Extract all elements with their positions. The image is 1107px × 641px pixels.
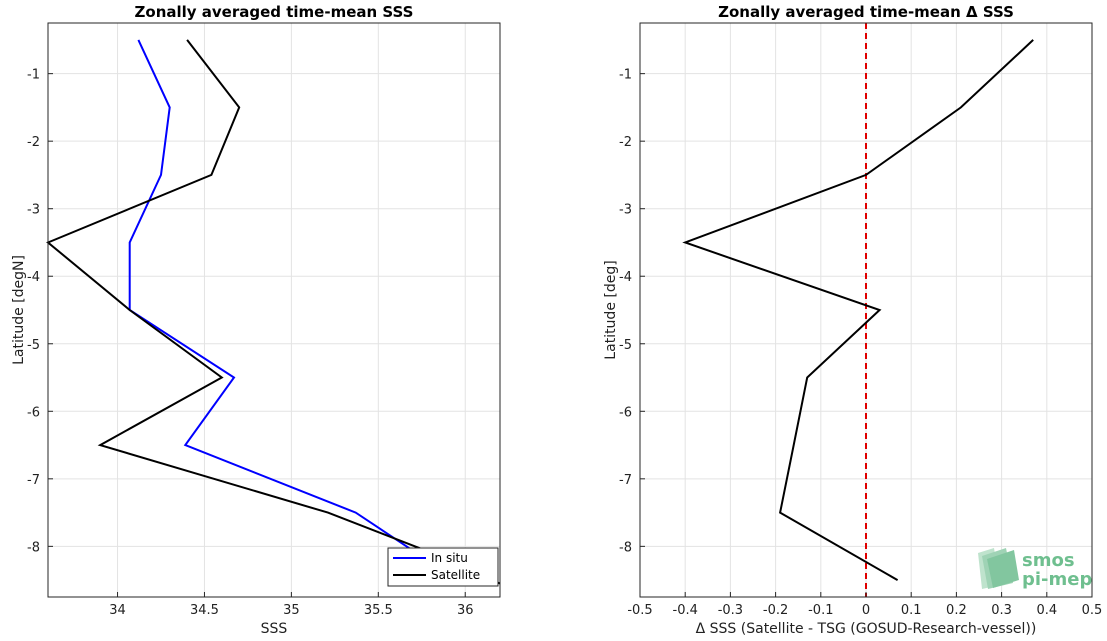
right-xtick-label: -0.4 <box>673 603 698 618</box>
smos-pi-mep-logo: smos pi-mep <box>978 548 1092 590</box>
left-ytick-label: -5 <box>27 338 40 353</box>
right-ytick-label: -5 <box>619 338 632 353</box>
right-ytick-label: -1 <box>619 68 632 83</box>
right-xtick-label: -0.3 <box>718 603 743 618</box>
left-chart-title: Zonally averaged time-mean SSS <box>135 3 414 21</box>
left-ytick-label: -4 <box>27 270 40 285</box>
right-series-group <box>682 23 1034 597</box>
left-xtick-label: 35 <box>283 603 300 618</box>
left-xtick-label: 35.5 <box>364 603 393 618</box>
left-ytick-label: -2 <box>27 135 40 150</box>
left-grid <box>48 23 500 597</box>
right-xtick-label: 0.5 <box>1082 603 1103 618</box>
left-line-satellite <box>46 39 501 585</box>
left-plot-frame <box>47 22 501 598</box>
left-ytick-label: -3 <box>27 203 40 218</box>
right-y-axis-label: Latitude [deg] <box>603 260 619 359</box>
right-xtick-label: -0.5 <box>627 603 652 618</box>
right-xtick-label: 0.2 <box>946 603 967 618</box>
right-x-axis-label: Δ SSS (Satellite - TSG (GOSUD-Research-v… <box>696 621 1037 637</box>
logo-mark-icon <box>978 548 1019 589</box>
legend-label-satellite: Satellite <box>431 568 480 582</box>
left-y-axis-label: Latitude [degN] <box>11 255 27 365</box>
logo-text-smos: smos <box>1022 550 1075 571</box>
left-ytick-label: -1 <box>27 68 40 83</box>
left-ytick-label: -6 <box>27 405 40 420</box>
left-ytick-label: -8 <box>27 540 40 555</box>
right-ytick-label: -6 <box>619 405 632 420</box>
right-chart-title: Zonally averaged time-mean Δ SSS <box>718 3 1014 21</box>
left-tick-labels: 34 34.5 35 35.5 36 -1 -2 -3 -4 -5 -6 -7 -8 <box>27 68 473 618</box>
legend-label-in-situ: In situ <box>431 551 468 565</box>
legend-box <box>387 547 499 587</box>
right-tick-labels: -0.5 -0.4 -0.3 -0.2 -0.1 0 0.1 0.2 0.3 0.4 0.5 -1 -2… <box>619 68 1102 618</box>
right-ytick-label: -3 <box>619 203 632 218</box>
right-ytick-label: -2 <box>619 135 632 150</box>
right-xtick-label: 0.4 <box>1036 603 1057 618</box>
left-series-group <box>46 39 501 585</box>
left-chart-panel: 34 34.5 35 35.5 36 -1 -2 -3 -4 -5 -6 -7 -8 Zonally a… <box>11 3 501 637</box>
right-ytick-label: -8 <box>619 540 632 555</box>
left-xtick-label: 34.5 <box>190 603 219 618</box>
logo-text-pi-mep: pi-mep <box>1022 569 1092 590</box>
right-xtick-label: 0.3 <box>991 603 1012 618</box>
right-chart-panel: -0.5 -0.4 -0.3 -0.2 -0.1 0 0.1 0.2 0.3 0.4 0.5 -1 -2… <box>603 3 1102 637</box>
right-xtick-label: 0.1 <box>901 603 922 618</box>
right-xtick-label: -0.2 <box>763 603 788 618</box>
right-xtick-label: -0.1 <box>808 603 833 618</box>
left-xtick-label: 34 <box>109 603 126 618</box>
left-ytick-label: -7 <box>27 473 40 488</box>
right-xtick-label: 0 <box>862 603 870 618</box>
left-x-axis-label: SSS <box>261 621 288 637</box>
left-plot-area <box>48 23 500 597</box>
right-ytick-label: -4 <box>619 270 632 285</box>
left-xtick-label: 36 <box>457 603 474 618</box>
right-line-series-0 <box>682 39 1034 581</box>
legend: In situ Satellite <box>387 547 499 587</box>
right-ytick-label: -7 <box>619 473 632 488</box>
